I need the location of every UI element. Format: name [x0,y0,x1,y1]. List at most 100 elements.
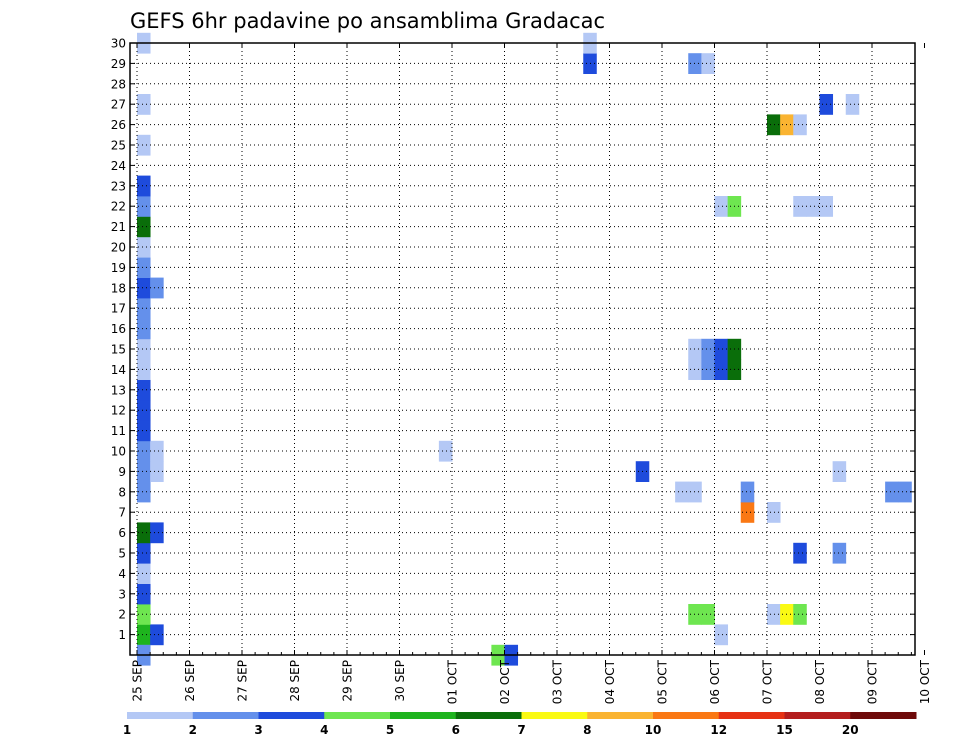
colorbar-swatch [455,712,522,719]
precip-cell [150,624,164,646]
y-axis: 1234567891011121314151617181920212223242… [111,37,915,642]
precip-cell [137,522,151,544]
precip-cell [137,481,151,503]
x-axis: 25 SEP 26 SEP 27 SEP 28 SEP 29 SEP 30 SEP 01 O… [131,43,932,704]
y-tick-label: 30 [111,37,126,51]
precip-cell [137,583,151,605]
colorbar-label: 20 [842,723,859,737]
y-tick-label: 16 [111,322,126,336]
y-tick-label: 22 [111,200,126,214]
precip-cell [688,53,702,74]
precip-cell [898,481,912,503]
precip-cell [137,338,151,360]
y-tick-label: 6 [118,526,126,540]
precip-cell [885,481,899,503]
grid [130,43,915,655]
precip-cell [767,604,781,625]
colorbar-swatch [718,712,785,719]
y-tick-label: 17 [111,302,126,316]
y-tick-label: 24 [111,159,126,173]
colorbar-swatch [192,712,259,719]
colorbar-label: 2 [189,723,197,737]
x-tick-label: 27 SEP [236,660,250,702]
colorbar-label: 6 [452,723,460,737]
precip-cell [740,502,755,523]
colorbar-label: 10 [645,723,662,737]
precip-cell [793,604,807,625]
precip-cell [137,257,151,278]
x-tick-label: 29 SEP [341,660,355,702]
precip-cell [137,624,151,646]
precip-cell [137,461,151,482]
precip-cell [714,338,729,360]
colorbar-swatch [521,712,588,719]
precip-cell [150,522,164,544]
precip-cells [137,32,912,666]
y-tick-label: 12 [111,404,126,418]
precip-cell [688,604,702,625]
precip-cell [137,175,151,197]
x-tick-label: 08 OCT [813,659,827,704]
x-tick-label: 10 OCT [918,659,932,704]
precip-cell [740,481,755,503]
chart-title: GEFS 6hr padavine po ansamblima Gradacac [130,9,605,33]
precip-cell [137,542,151,564]
colorbar: 1 2 3 4 5 6 7 8 10 12 15 20 [123,712,917,737]
colorbar-label: 4 [320,723,328,737]
precip-cell [832,461,847,482]
colorbar-swatch [127,712,194,719]
precip-cell [701,338,715,360]
precip-cell [714,359,729,380]
x-tick-label: 28 SEP [288,660,302,702]
precip-cell [688,338,702,360]
x-tick-label: 06 OCT [708,659,722,704]
colorbar-label: 12 [710,723,727,737]
precip-cell [793,542,807,564]
precip-cell [701,604,715,625]
colorbar-swatch [653,712,720,719]
precip-cell [714,624,729,646]
precip-cell [137,379,151,401]
precip-cell [137,134,151,156]
precip-cell [845,94,860,115]
colorbar-swatch [587,712,654,719]
precip-cell [767,502,781,523]
precip-cell [793,114,807,136]
x-tick-label: 30 SEP [393,660,407,702]
precip-cell [150,461,164,482]
precip-cell [137,216,151,238]
colorbar-label: 1 [123,723,131,737]
y-tick-label: 9 [118,465,126,479]
y-tick-label: 23 [111,179,126,193]
y-tick-label: 25 [111,139,126,153]
x-tick-label: 09 OCT [866,659,880,704]
precip-cell [137,318,151,340]
x-tick-label: 03 OCT [551,659,565,704]
colorbar-label: 3 [254,723,262,737]
precip-cell [832,542,847,564]
y-tick-label: 11 [111,424,126,438]
colorbar-swatch [390,712,457,719]
x-tick-label: 07 OCT [761,659,775,704]
y-tick-label: 28 [111,77,126,91]
x-tick-label: 04 OCT [603,659,617,704]
y-tick-label: 2 [118,608,126,622]
precip-cell [701,359,715,380]
y-tick-label: 3 [118,587,126,601]
colorbar-swatch [324,712,391,719]
y-tick-label: 5 [118,547,126,561]
precip-cell [150,440,164,462]
precip-cell [137,277,151,299]
y-tick-label: 7 [118,506,126,520]
precip-cell [675,481,689,503]
colorbar-swatch [258,712,325,719]
colorbar-swatch [784,712,851,719]
precip-cell [137,359,151,380]
y-tick-label: 10 [111,445,126,459]
precip-cell [137,604,151,625]
x-tick-label: 02 OCT [498,659,512,704]
colorbar-swatch [850,712,917,719]
y-tick-label: 14 [111,363,126,377]
y-tick-label: 15 [111,343,126,357]
y-tick-label: 20 [111,241,126,255]
